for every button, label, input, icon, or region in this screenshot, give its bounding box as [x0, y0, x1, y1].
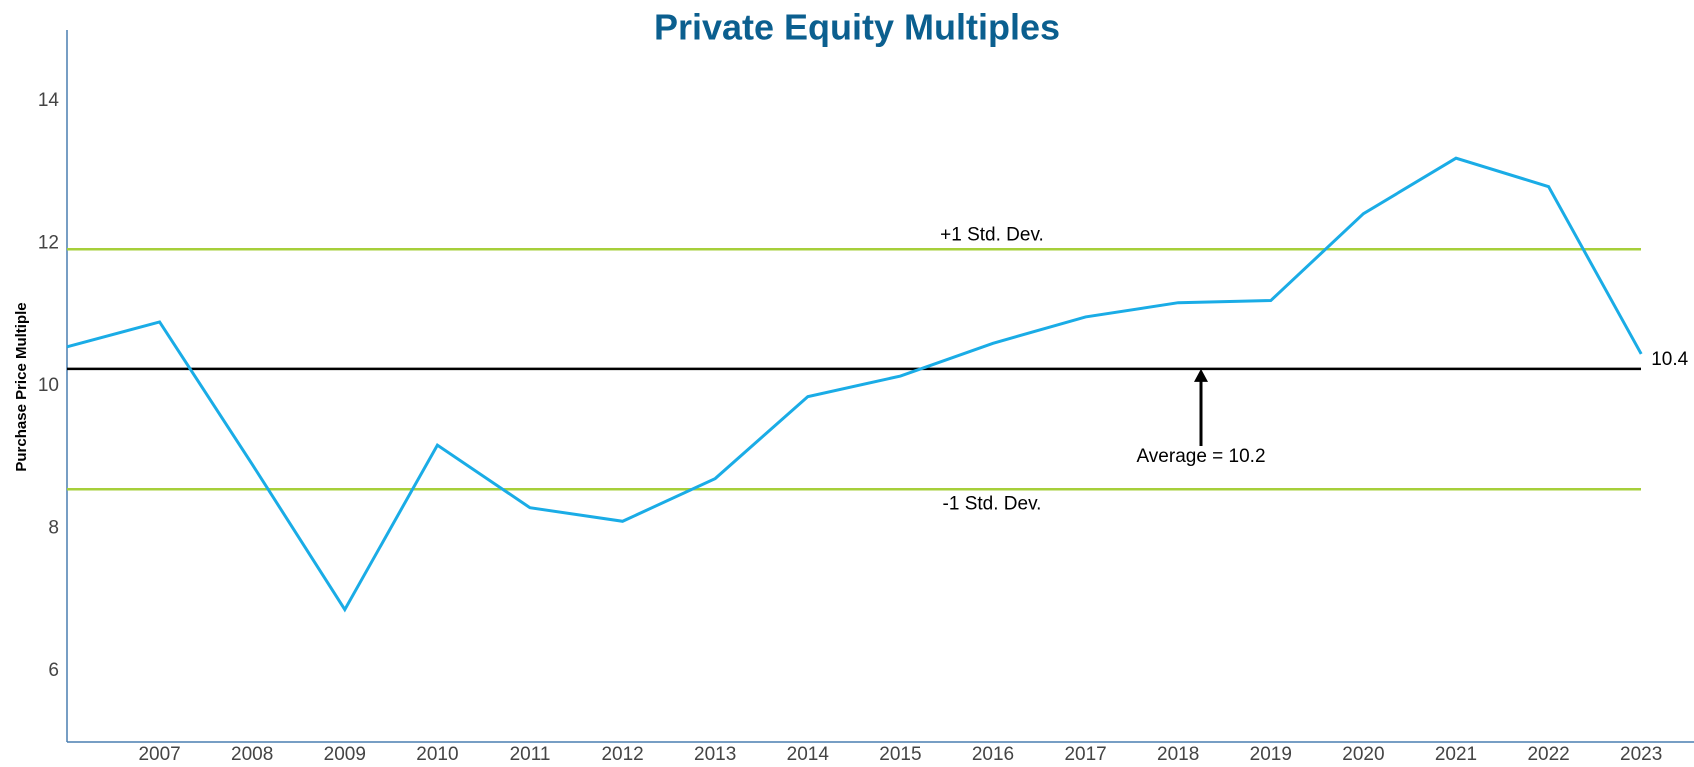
annotation-arrowhead — [1194, 368, 1208, 382]
x-tick-label: 2022 — [1527, 744, 1569, 765]
x-tick-label: 2013 — [694, 744, 736, 765]
x-tick-label: 2018 — [1157, 744, 1199, 765]
x-tick-label: 2023 — [1620, 744, 1662, 765]
x-tick-label: 2007 — [138, 744, 180, 765]
x-tick-label: 2019 — [1250, 744, 1292, 765]
x-tick-label: 2016 — [972, 744, 1014, 765]
reference-label: -1 Std. Dev. — [943, 493, 1042, 514]
x-tick-label: 2015 — [879, 744, 921, 765]
x-tick-label: 2012 — [601, 744, 643, 765]
x-tick-label: 2011 — [510, 744, 551, 765]
y-axis-label: Purchase Price Multiple — [13, 302, 30, 471]
y-tick-label: 10 — [38, 375, 59, 396]
series-line — [66, 156, 1643, 613]
chart-title: Private Equity Multiples — [654, 7, 1060, 48]
y-tick-label: 8 — [48, 517, 59, 538]
x-tick-label: 2021 — [1435, 744, 1477, 765]
value-label: 10.4 — [1651, 349, 1688, 370]
y-tick-label: 12 — [38, 233, 59, 254]
x-tick-label: 2008 — [231, 744, 273, 765]
x-tick-label: 2020 — [1342, 744, 1384, 765]
annotation: Average = 10.2 — [1136, 446, 1265, 467]
y-tick-label: 6 — [48, 660, 59, 681]
y-tick-label: 14 — [38, 90, 60, 111]
x-tick-label: 2010 — [416, 744, 458, 765]
x-tick-label: 2014 — [787, 744, 830, 765]
x-tick-label: 2017 — [1064, 744, 1106, 765]
reference-label: +1 Std. Dev. — [940, 224, 1044, 245]
x-tick-label: 2009 — [324, 744, 366, 765]
